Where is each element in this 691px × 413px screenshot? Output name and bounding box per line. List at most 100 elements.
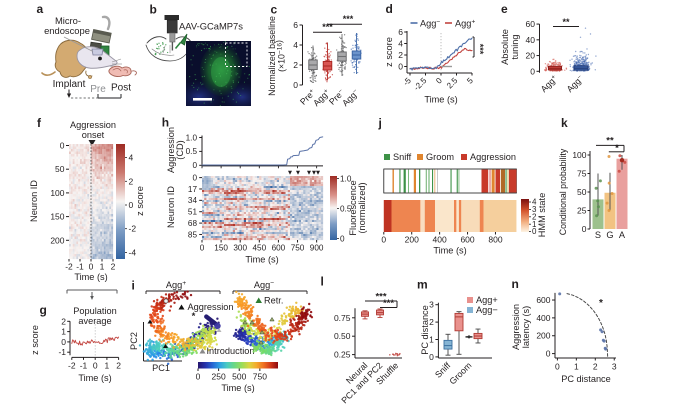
- svg-text:Neuron ID: Neuron ID: [166, 186, 176, 228]
- svg-text:6: 6: [398, 27, 403, 37]
- svg-text:h: h: [162, 116, 169, 130]
- svg-text:-2: -2: [129, 224, 137, 234]
- svg-text:0: 0: [61, 337, 66, 347]
- svg-text:800: 800: [488, 235, 502, 245]
- svg-text:2: 2: [111, 262, 116, 272]
- svg-text:PC2: PC2: [129, 332, 139, 350]
- svg-text:-4: -4: [129, 247, 137, 257]
- svg-text:0: 0: [293, 80, 298, 90]
- svg-text:-1: -1: [76, 262, 84, 272]
- svg-text:4: 4: [293, 40, 298, 50]
- svg-text:Agg−: Agg−: [254, 280, 274, 290]
- svg-text:Groom: Groom: [426, 152, 454, 162]
- svg-text:4: 4: [532, 198, 537, 207]
- svg-text:(CD): (CD): [175, 140, 185, 159]
- svg-text:0: 0: [60, 141, 65, 151]
- svg-text:average: average: [78, 316, 111, 326]
- svg-text:Post: Post: [111, 83, 131, 94]
- svg-text:d: d: [386, 2, 393, 16]
- svg-text:Agg−: Agg−: [340, 87, 361, 108]
- svg-text:Population: Population: [73, 306, 116, 316]
- svg-text:0: 0: [340, 234, 345, 243]
- svg-text:S: S: [595, 230, 601, 240]
- svg-text:100: 100: [572, 150, 586, 160]
- svg-text:0: 0: [93, 361, 98, 371]
- svg-text:g: g: [40, 303, 47, 317]
- svg-text:4: 4: [129, 153, 134, 163]
- svg-text:Implant: Implant: [53, 79, 86, 90]
- svg-text:-2: -2: [65, 262, 73, 272]
- svg-text:6: 6: [293, 20, 298, 30]
- svg-text:Time (s): Time (s): [74, 272, 107, 282]
- svg-text:Sniff: Sniff: [393, 152, 412, 162]
- svg-text:Agg+: Agg+: [166, 280, 186, 290]
- svg-text:Pre: Pre: [90, 84, 106, 95]
- svg-text:900: 900: [310, 244, 324, 253]
- svg-text:51: 51: [188, 208, 198, 217]
- svg-text:**: **: [606, 136, 614, 147]
- svg-text:0: 0: [200, 244, 205, 253]
- svg-text:Neuron ID: Neuron ID: [29, 180, 39, 222]
- svg-text:-1: -1: [58, 347, 66, 357]
- svg-text:200: 200: [50, 235, 64, 245]
- svg-text:1.0: 1.0: [340, 174, 352, 183]
- svg-text:400: 400: [433, 235, 447, 245]
- svg-text:5: 5: [465, 76, 475, 86]
- svg-text:z score: z score: [30, 325, 40, 355]
- svg-text:0: 0: [381, 235, 386, 245]
- svg-text:b: b: [150, 3, 157, 17]
- svg-text:300: 300: [233, 244, 247, 253]
- svg-text:Time (s): Time (s): [424, 95, 457, 105]
- svg-text:(×10−16): (×10−16): [274, 40, 287, 72]
- svg-text:endoscope: endoscope: [44, 25, 90, 36]
- svg-text:60: 60: [526, 19, 536, 29]
- svg-text:1: 1: [100, 262, 105, 272]
- svg-text:0: 0: [129, 200, 134, 210]
- svg-text:150: 150: [214, 244, 228, 253]
- svg-text:Micro-: Micro-: [55, 15, 81, 26]
- svg-text:150: 150: [50, 212, 64, 222]
- svg-text:***: ***: [475, 44, 485, 55]
- svg-text:z score: z score: [135, 186, 145, 216]
- svg-text:Fluorescence: Fluorescence: [348, 180, 358, 235]
- svg-text:2: 2: [116, 361, 121, 371]
- svg-text:Conditional probability: Conditional probability: [558, 148, 568, 235]
- svg-text:Agg−: Agg−: [565, 73, 586, 94]
- svg-text:i: i: [132, 279, 135, 293]
- svg-text:3: 3: [532, 205, 537, 214]
- svg-text:Agg+: Agg+: [539, 73, 560, 94]
- svg-text:0.5: 0.5: [340, 204, 352, 213]
- svg-text:600: 600: [272, 244, 286, 253]
- svg-text:G: G: [606, 230, 613, 240]
- svg-text:A: A: [619, 230, 626, 240]
- svg-text:17: 17: [188, 185, 198, 194]
- svg-text:f: f: [37, 116, 42, 130]
- svg-text:k: k: [561, 116, 568, 130]
- svg-text:**: **: [562, 17, 570, 27]
- svg-text:50: 50: [55, 164, 65, 174]
- svg-text:PC1: PC1: [152, 363, 170, 373]
- svg-text:Agg+: Agg+: [455, 19, 475, 29]
- svg-text:Absolute: Absolute: [500, 29, 510, 65]
- svg-text:j: j: [378, 116, 382, 130]
- svg-text:1: 1: [61, 327, 66, 337]
- svg-text:2: 2: [61, 316, 66, 326]
- svg-text:40: 40: [526, 35, 536, 45]
- svg-text:*: *: [615, 143, 619, 154]
- svg-text:Time (s): Time (s): [245, 255, 278, 265]
- svg-text:a: a: [37, 2, 44, 16]
- svg-text:tuning: tuning: [510, 34, 520, 59]
- svg-text:2: 2: [398, 50, 403, 60]
- svg-text:0: 0: [582, 224, 587, 234]
- svg-text:750: 750: [291, 244, 305, 253]
- svg-text:85: 85: [188, 230, 198, 239]
- svg-text:Aggression: Aggression: [166, 127, 176, 173]
- svg-text:-5: -5: [401, 76, 413, 88]
- svg-text:***: ***: [322, 22, 333, 32]
- svg-text:25: 25: [577, 206, 587, 216]
- svg-text:Normalized baseline: Normalized baseline: [267, 16, 277, 96]
- svg-text:0: 0: [192, 161, 197, 170]
- svg-text:2.5: 2.5: [445, 76, 460, 91]
- svg-text:100: 100: [50, 188, 64, 198]
- svg-text:50: 50: [577, 187, 587, 197]
